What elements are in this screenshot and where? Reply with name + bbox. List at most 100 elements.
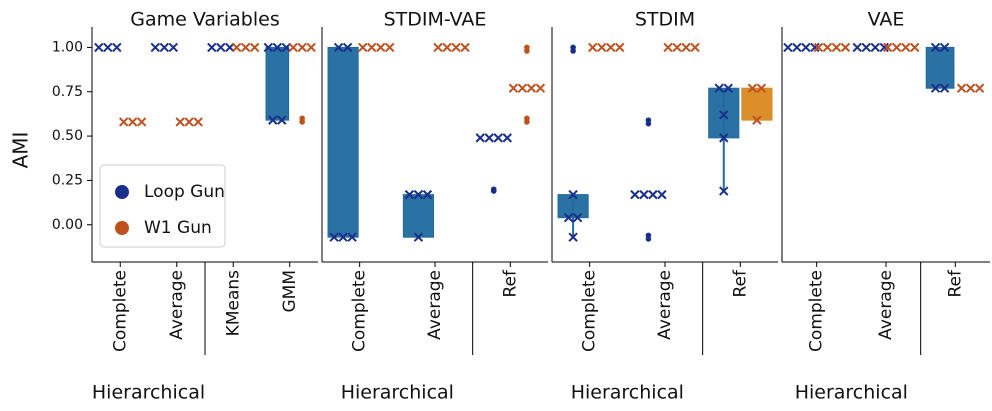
- y-tick-label: 0.50: [52, 128, 83, 144]
- marker-x: [648, 189, 658, 200]
- marker-x: [719, 186, 729, 196]
- outlier: [524, 48, 530, 54]
- marker-x: [207, 42, 217, 53]
- marker-x: [127, 117, 138, 127]
- marker-x: [136, 117, 147, 127]
- panel-title: Game Variables: [130, 9, 279, 31]
- marker-x: [413, 189, 424, 200]
- marker-x: [690, 42, 700, 53]
- marker-x: [118, 117, 129, 127]
- marker-x: [861, 42, 871, 53]
- box: [265, 46, 290, 121]
- x-tick-label: GMM: [280, 270, 300, 313]
- marker-x: [175, 117, 185, 127]
- x-tick-label: Complete: [807, 270, 827, 352]
- y-tick-label: 0.00: [52, 217, 83, 233]
- marker-x: [630, 189, 640, 200]
- x-tick-label: Average: [655, 270, 675, 340]
- marker-x: [484, 133, 494, 143]
- outlier: [645, 120, 652, 127]
- outlier: [490, 186, 497, 193]
- marker-x: [852, 42, 862, 53]
- marker-x: [475, 133, 485, 143]
- marker-x: [442, 42, 452, 53]
- marker-x: [508, 83, 519, 93]
- marker-x: [216, 42, 226, 53]
- marker-x: [901, 42, 911, 53]
- marker-x: [657, 189, 667, 200]
- marker-x: [572, 212, 583, 223]
- marker-x: [831, 42, 842, 53]
- marker-x: [342, 42, 353, 53]
- x-tick-label: Ref: [500, 269, 520, 298]
- marker-x: [663, 42, 673, 53]
- marker-x: [879, 42, 889, 53]
- outlier: [524, 119, 530, 125]
- marker-x: [297, 42, 307, 53]
- marker-x: [783, 42, 793, 53]
- legend-label: Loop Gun: [144, 182, 225, 202]
- panel-title: STDIM: [635, 9, 695, 31]
- marker-x: [956, 83, 967, 93]
- marker-x: [939, 83, 950, 93]
- marker-x: [385, 42, 395, 53]
- marker-x: [939, 42, 950, 53]
- marker-x: [347, 232, 357, 242]
- marker-x: [404, 189, 415, 200]
- marker-x: [930, 83, 941, 93]
- box: [402, 194, 434, 238]
- box: [708, 87, 740, 139]
- marker-x: [225, 42, 235, 53]
- x-tick-label: Ref: [945, 269, 965, 298]
- marker-x: [367, 42, 377, 53]
- marker-x: [168, 42, 179, 53]
- marker-x: [752, 115, 762, 125]
- marker-x: [756, 83, 767, 93]
- marker-x: [272, 42, 283, 53]
- group-label: Hierarchical: [795, 382, 908, 404]
- marker-x: [801, 42, 811, 53]
- marker-x: [840, 42, 851, 53]
- panel-title: VAE: [868, 9, 905, 31]
- marker-x: [184, 117, 194, 127]
- x-tick-label: Complete: [350, 270, 370, 352]
- marker-x: [338, 232, 348, 242]
- marker-x: [249, 42, 260, 53]
- marker-x: [535, 83, 546, 93]
- marker-x: [681, 42, 691, 53]
- legend-label: W1 Gun: [144, 218, 212, 238]
- box: [327, 46, 359, 238]
- marker-x: [597, 42, 607, 53]
- marker-x: [433, 42, 443, 53]
- marker-x: [281, 42, 292, 53]
- marker-x: [150, 42, 161, 53]
- group-label: Hierarchical: [341, 382, 454, 404]
- marker-x: [451, 42, 461, 53]
- box: [925, 46, 955, 89]
- group-label: Hierarchical: [571, 382, 684, 404]
- marker-x: [517, 83, 528, 93]
- marker-x: [672, 42, 682, 53]
- marker-x: [588, 42, 598, 53]
- marker-x: [193, 117, 203, 127]
- marker-x: [563, 212, 574, 223]
- marker-x: [974, 83, 985, 93]
- y-tick-label: 0.75: [52, 84, 83, 100]
- x-tick-label: KMeans: [223, 270, 243, 336]
- marker-x: [930, 42, 941, 53]
- marker-x: [526, 83, 537, 93]
- marker-x: [568, 232, 578, 242]
- x-tick-label: Ref: [730, 269, 750, 298]
- marker-x: [870, 42, 880, 53]
- marker-x: [358, 42, 368, 53]
- legend-box: [99, 164, 226, 248]
- marker-x: [502, 133, 512, 143]
- marker-x: [159, 42, 170, 53]
- marker-x: [329, 232, 339, 242]
- marker-x: [422, 189, 433, 200]
- marker-x: [719, 110, 729, 120]
- marker-x: [493, 133, 503, 143]
- marker-x: [810, 42, 820, 53]
